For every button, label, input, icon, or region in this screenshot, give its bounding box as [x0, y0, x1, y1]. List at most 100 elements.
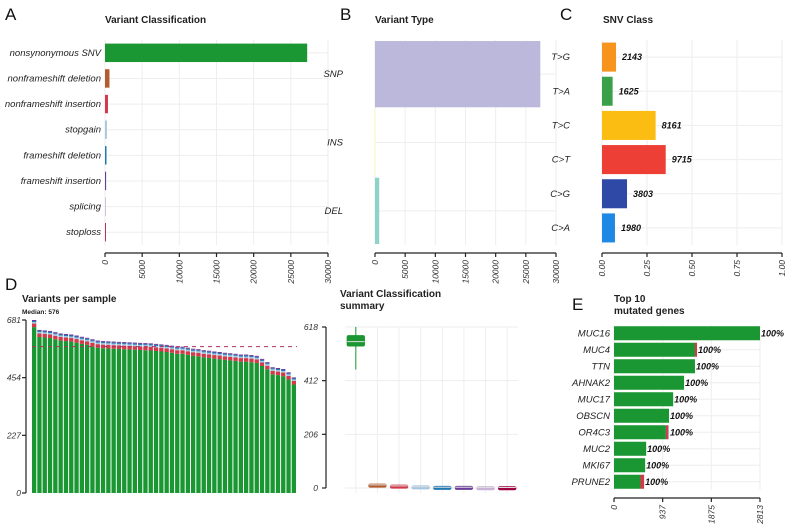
- bar: [602, 179, 628, 209]
- bar-segment: [291, 379, 296, 381]
- category-label: MUC17: [578, 394, 611, 405]
- bar-segment: [148, 345, 153, 347]
- bar: [105, 171, 107, 191]
- x-tick-label: 20000: [249, 260, 259, 285]
- category-label: PRUNE2: [571, 477, 610, 488]
- bar-segment: [196, 352, 201, 357]
- bar-segment: [291, 384, 296, 493]
- bar-segment: [291, 377, 296, 379]
- x-tick-label: 937: [658, 505, 668, 519]
- data-label: 100%: [698, 345, 721, 355]
- x-tick-label: 0.25: [642, 260, 652, 277]
- bar-segment: [206, 354, 212, 358]
- bar-segment: [58, 333, 63, 335]
- data-label: 100%: [645, 477, 668, 487]
- panel-letter: A: [5, 5, 17, 24]
- bar-segment: [249, 362, 254, 493]
- bar-segment: [164, 346, 169, 349]
- bar-segment: [275, 371, 281, 376]
- bar-segment: [138, 346, 143, 350]
- bar-segment: [191, 352, 196, 356]
- bar-segment: [74, 337, 79, 340]
- bar-segment: [233, 357, 238, 361]
- bar-segment: [69, 338, 74, 342]
- bar-segment: [281, 372, 286, 377]
- panel-letter: B: [340, 5, 351, 24]
- x-tick-label: 5000: [137, 260, 147, 279]
- y-tick-label: 227: [6, 430, 21, 440]
- bar-segment: [53, 332, 58, 334]
- bar-segment: [37, 333, 42, 338]
- bar-segment: [127, 343, 132, 345]
- y-tick-label: 618: [304, 322, 318, 332]
- bar-segment: [180, 347, 185, 349]
- bar-segment: [254, 359, 259, 363]
- bar-segment: [169, 345, 175, 347]
- bar-segment: [42, 331, 47, 333]
- bar-segment: [53, 334, 58, 336]
- bar-segment: [100, 348, 106, 493]
- bar-segment: [191, 350, 196, 353]
- bar-segment: [238, 355, 243, 357]
- bar-segment: [614, 392, 674, 407]
- bar-segment: [265, 364, 270, 366]
- category-label: DEL: [325, 206, 343, 217]
- bar-segment: [217, 354, 222, 356]
- data-label: 100%: [670, 411, 693, 421]
- bar-segment: [143, 350, 148, 493]
- bar-segment: [159, 347, 164, 352]
- bar-segment: [100, 343, 106, 345]
- bar-segment: [614, 326, 760, 341]
- bar: [602, 213, 615, 243]
- bar-segment: [222, 359, 228, 493]
- bar-segment: [79, 336, 84, 338]
- x-tick-label: 2813: [755, 505, 765, 525]
- bar-segment: [53, 335, 58, 340]
- bar-segment: [614, 375, 685, 390]
- category-label: MUC2: [583, 444, 611, 455]
- bar-segment: [106, 341, 111, 343]
- category-label: T>A: [552, 86, 570, 97]
- bar-segment: [63, 333, 69, 335]
- chart-subtitle: Median: 576: [22, 309, 60, 316]
- bar-segment: [286, 374, 291, 376]
- bar-segment: [275, 368, 281, 370]
- bar-segment: [175, 350, 180, 354]
- bar-segment: [201, 352, 206, 354]
- x-tick-label: 10000: [430, 260, 440, 284]
- bar-segment: [85, 337, 90, 339]
- bar-segment: [143, 343, 148, 345]
- bar-segment: [138, 343, 143, 345]
- bar-segment: [37, 330, 42, 332]
- bar-segment: [47, 338, 53, 493]
- bar-segment: [116, 341, 122, 343]
- bar-segment: [191, 348, 196, 350]
- bar-segment: [244, 361, 249, 493]
- bar: [375, 109, 376, 176]
- bar: [105, 197, 106, 216]
- bar-segment: [175, 348, 180, 351]
- bar-segment: [286, 379, 291, 493]
- bar-segment: [148, 344, 153, 346]
- bar-segment: [106, 343, 111, 345]
- bar-segment: [286, 375, 291, 380]
- bar-segment: [85, 344, 90, 493]
- bar-segment: [79, 338, 84, 341]
- bar-segment: [238, 356, 243, 359]
- bar-segment: [265, 369, 270, 493]
- chart-title: mutated genes: [614, 306, 685, 317]
- bar-segment: [222, 356, 228, 360]
- bar-segment: [63, 341, 69, 493]
- bar-segment: [37, 329, 42, 331]
- bar-segment: [270, 368, 275, 370]
- bar-segment: [69, 334, 74, 336]
- bar-segment: [270, 369, 275, 371]
- bar-segment: [265, 363, 270, 365]
- chart-title: Variant Classification summary: [340, 289, 441, 312]
- bar-segment: [169, 346, 175, 348]
- bar-segment: [270, 374, 275, 493]
- bar-segment: [212, 351, 217, 353]
- data-label: 100%: [674, 394, 697, 404]
- bar-segment: [175, 353, 180, 493]
- bar-segment: [132, 346, 137, 350]
